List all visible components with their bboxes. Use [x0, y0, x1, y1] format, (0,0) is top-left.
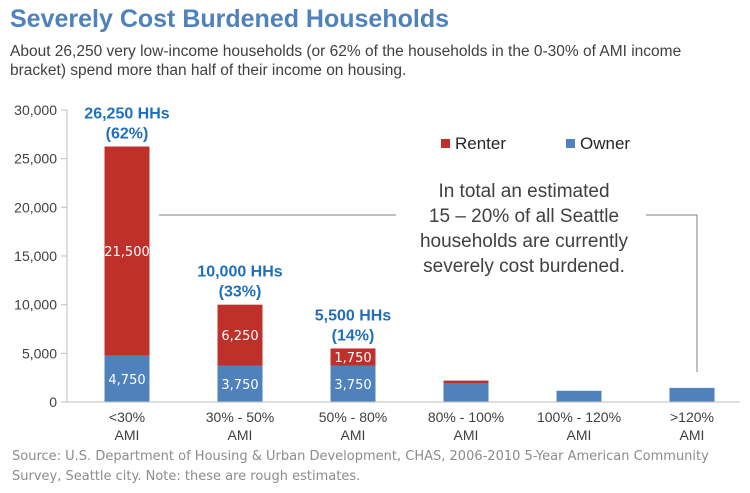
bar-owner-1: [217, 365, 263, 402]
y-tick-label: 30,000: [14, 102, 57, 118]
legend-label-renter: Renter: [455, 134, 506, 153]
bar-owner-2: [330, 365, 376, 402]
bar-owner-value-label: 3,750: [334, 378, 371, 393]
x-category-label: AMI: [454, 427, 479, 443]
bar-percent-label: (33%): [219, 284, 262, 301]
annotation-connector-right: [646, 214, 698, 372]
annotation-text-line: households are currently: [420, 231, 629, 252]
bar-owner-0: [104, 355, 150, 402]
bar-renter-0: [104, 146, 150, 356]
x-category-label: 30% - 50%: [206, 409, 274, 425]
x-category-label: AMI: [341, 427, 366, 443]
x-category-label: <30%: [109, 409, 145, 425]
legend-swatch-owner: [566, 139, 575, 148]
bar-renter-value-label: 6,250: [221, 329, 258, 344]
annotation-text-line: severely cost burdened.: [423, 256, 625, 277]
x-category-label: AMI: [115, 427, 140, 443]
x-category-label: >120%: [670, 409, 714, 425]
bar-renter-2: [330, 348, 376, 366]
chart-subtitle: About 26,250 very low-income households …: [10, 43, 682, 79]
bar-owner-3: [443, 383, 489, 402]
bar-total-label: 26,250 HHs: [84, 106, 169, 123]
legend-swatch-renter: [441, 139, 450, 148]
x-category-label: AMI: [228, 427, 253, 443]
y-tick-label: 10,000: [14, 297, 57, 313]
bar-owner-5: [669, 387, 715, 402]
bar-renter-value-label: 1,750: [334, 351, 371, 366]
bar-renter-1: [217, 304, 263, 366]
bar-renter-value-label: 21,500: [104, 245, 150, 260]
y-tick-label: 20,000: [14, 199, 57, 215]
y-tick-label: 0: [49, 394, 57, 410]
source-note: Source: U.S. Department of Housing & Urb…: [12, 449, 709, 484]
y-tick-label: 15,000: [14, 248, 57, 264]
bar-percent-label: (62%): [106, 126, 149, 143]
x-category-label: AMI: [567, 427, 592, 443]
bar-owner-value-label: 3,750: [221, 378, 258, 393]
annotation-text-line: In total an estimated: [438, 181, 609, 202]
chart-title: Severely Cost Burdened Households: [10, 5, 450, 33]
annotation-text-line: 15 – 20% of all Seattle: [429, 206, 619, 227]
x-category-label: 100% - 120%: [537, 409, 621, 425]
y-tick-label: 5,000: [22, 345, 57, 361]
bar-owner-value-label: 4,750: [108, 373, 145, 388]
bar-total-label: 10,000 HHs: [197, 264, 282, 281]
x-category-label: AMI: [680, 427, 705, 443]
y-tick-label: 25,000: [14, 151, 57, 167]
bar-renter-3: [443, 380, 489, 384]
legend-label-owner: Owner: [580, 134, 630, 153]
x-category-label: 50% - 80%: [319, 409, 387, 425]
bar-percent-label: (14%): [332, 327, 375, 344]
bar-owner-4: [556, 390, 602, 402]
x-category-label: 80% - 100%: [428, 409, 504, 425]
bar-total-label: 5,500 HHs: [315, 307, 392, 324]
